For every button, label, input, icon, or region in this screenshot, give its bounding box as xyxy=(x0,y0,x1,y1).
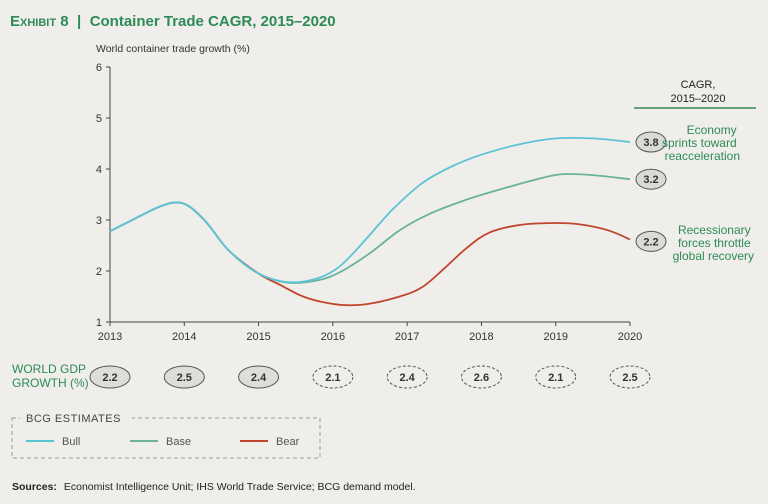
gdp-pill-estimate xyxy=(535,365,577,389)
cagr-pill-label: 3.2 xyxy=(643,174,658,186)
cagr-pill-label: 3.8 xyxy=(643,137,658,149)
y-tick-label: 2 xyxy=(96,266,102,278)
y-tick-label: 3 xyxy=(96,215,102,227)
x-tick-label: 2014 xyxy=(172,331,196,343)
cagr-pill xyxy=(635,131,667,153)
gdp-value: 2.1 xyxy=(312,365,354,389)
series-line-bull xyxy=(109,136,631,284)
y-tick-label: 4 xyxy=(96,164,102,176)
cagr-header-line1: CAGR, xyxy=(681,79,716,91)
gdp-pill-actual xyxy=(163,365,205,389)
gdp-pill-estimate xyxy=(609,365,651,389)
series-line-base xyxy=(109,173,631,284)
y-tick-label: 6 xyxy=(96,62,102,74)
gdp-pill-label: 2.1 xyxy=(325,372,340,384)
gdp-value: 2.5 xyxy=(163,365,205,389)
legend-label: Bear xyxy=(276,436,300,448)
gdp-value: 2.5 xyxy=(609,365,651,389)
x-tick-label: 2015 xyxy=(246,331,270,343)
y-tick-label: 1 xyxy=(96,317,102,329)
x-axis-ticks: 2013 2014 2015 2016 2017 2018 2019 2020 xyxy=(98,322,642,343)
gdp-values: 2.2 2.5 2.4 2.1 2.4 2.6 2.1 2.5 xyxy=(89,365,651,389)
legend-item-base: Base xyxy=(130,436,191,448)
gdp-value: 2.4 xyxy=(386,365,428,389)
x-tick-label: 2018 xyxy=(469,331,493,343)
gdp-pill-actual xyxy=(238,365,280,389)
cagr-value: 3.2 xyxy=(635,168,667,190)
gdp-value: 2.2 xyxy=(89,365,131,389)
legend-items: Bull Base Bear xyxy=(26,436,300,448)
gdp-value: 2.4 xyxy=(238,365,280,389)
gdp-pill-label: 2.5 xyxy=(177,372,192,384)
y-axis-label: World container trade growth (%) xyxy=(96,43,250,55)
x-tick-label: 2019 xyxy=(543,331,567,343)
cagr-value: 3.8 xyxy=(635,131,667,153)
gdp-pill-label: 2.2 xyxy=(102,372,117,384)
x-tick-label: 2013 xyxy=(98,331,122,343)
gdp-pill-label: 2.4 xyxy=(251,372,267,384)
legend-title: BCG ESTIMATES xyxy=(26,413,121,425)
x-tick-label: 2020 xyxy=(618,331,642,343)
sources-note: Sources: Economist Intelligence Unit; IH… xyxy=(12,481,416,493)
cagr-pill-label: 2.2 xyxy=(643,236,658,248)
gdp-label-line1: WORLD GDP xyxy=(12,362,86,376)
chart-title: Container Trade CAGR, 2015–2020 xyxy=(90,13,336,30)
y-tick-label: 5 xyxy=(96,113,102,125)
gdp-pill-label: 2.6 xyxy=(474,372,489,384)
gdp-pill-estimate xyxy=(460,365,502,389)
axes xyxy=(109,67,630,323)
sources-label: Sources: xyxy=(12,481,57,493)
gdp-pill-label: 2.4 xyxy=(399,372,415,384)
exhibit-title: Exhibit 8 | Container Trade CAGR, 2015–2… xyxy=(10,13,336,30)
cagr-pill xyxy=(635,230,667,252)
exhibit-label: Exhibit 8 xyxy=(10,13,69,30)
x-tick-label: 2016 xyxy=(321,331,345,343)
legend-label: Base xyxy=(166,436,191,448)
gdp-value: 2.1 xyxy=(535,365,577,389)
gdp-pill-estimate xyxy=(312,365,354,389)
gdp-pill-label: 2.1 xyxy=(548,372,563,384)
cagr-pill xyxy=(635,168,667,190)
cagr-values: 3.8 3.2 2.2 xyxy=(635,131,667,252)
gdp-pill-actual xyxy=(89,365,131,389)
gdp-pill-label: 2.5 xyxy=(622,372,637,384)
series-lines xyxy=(109,136,631,307)
legend: BCG ESTIMATES Bull Base Bear xyxy=(11,411,321,459)
legend-label: Bull xyxy=(62,436,80,448)
legend-item-bear: Bear xyxy=(240,436,300,448)
gdp-pill-estimate xyxy=(386,365,428,389)
bull-annotation: Economy sprints toward reacceleration xyxy=(662,123,740,163)
gdp-label-line2: GROWTH (%) xyxy=(12,376,89,390)
legend-item-bull: Bull xyxy=(26,436,80,448)
cagr-value: 2.2 xyxy=(635,230,667,252)
legend-border xyxy=(11,417,321,459)
gdp-value: 2.6 xyxy=(460,365,502,389)
y-axis-ticks: 1 2 3 4 5 6 xyxy=(96,62,110,329)
x-tick-label: 2017 xyxy=(395,331,419,343)
sources-text: Economist Intelligence Unit; IHS World T… xyxy=(64,481,416,493)
cagr-header-line2: 2015–2020 xyxy=(670,93,725,105)
bear-annotation: Recessionary forces throttle global reco… xyxy=(673,223,754,263)
